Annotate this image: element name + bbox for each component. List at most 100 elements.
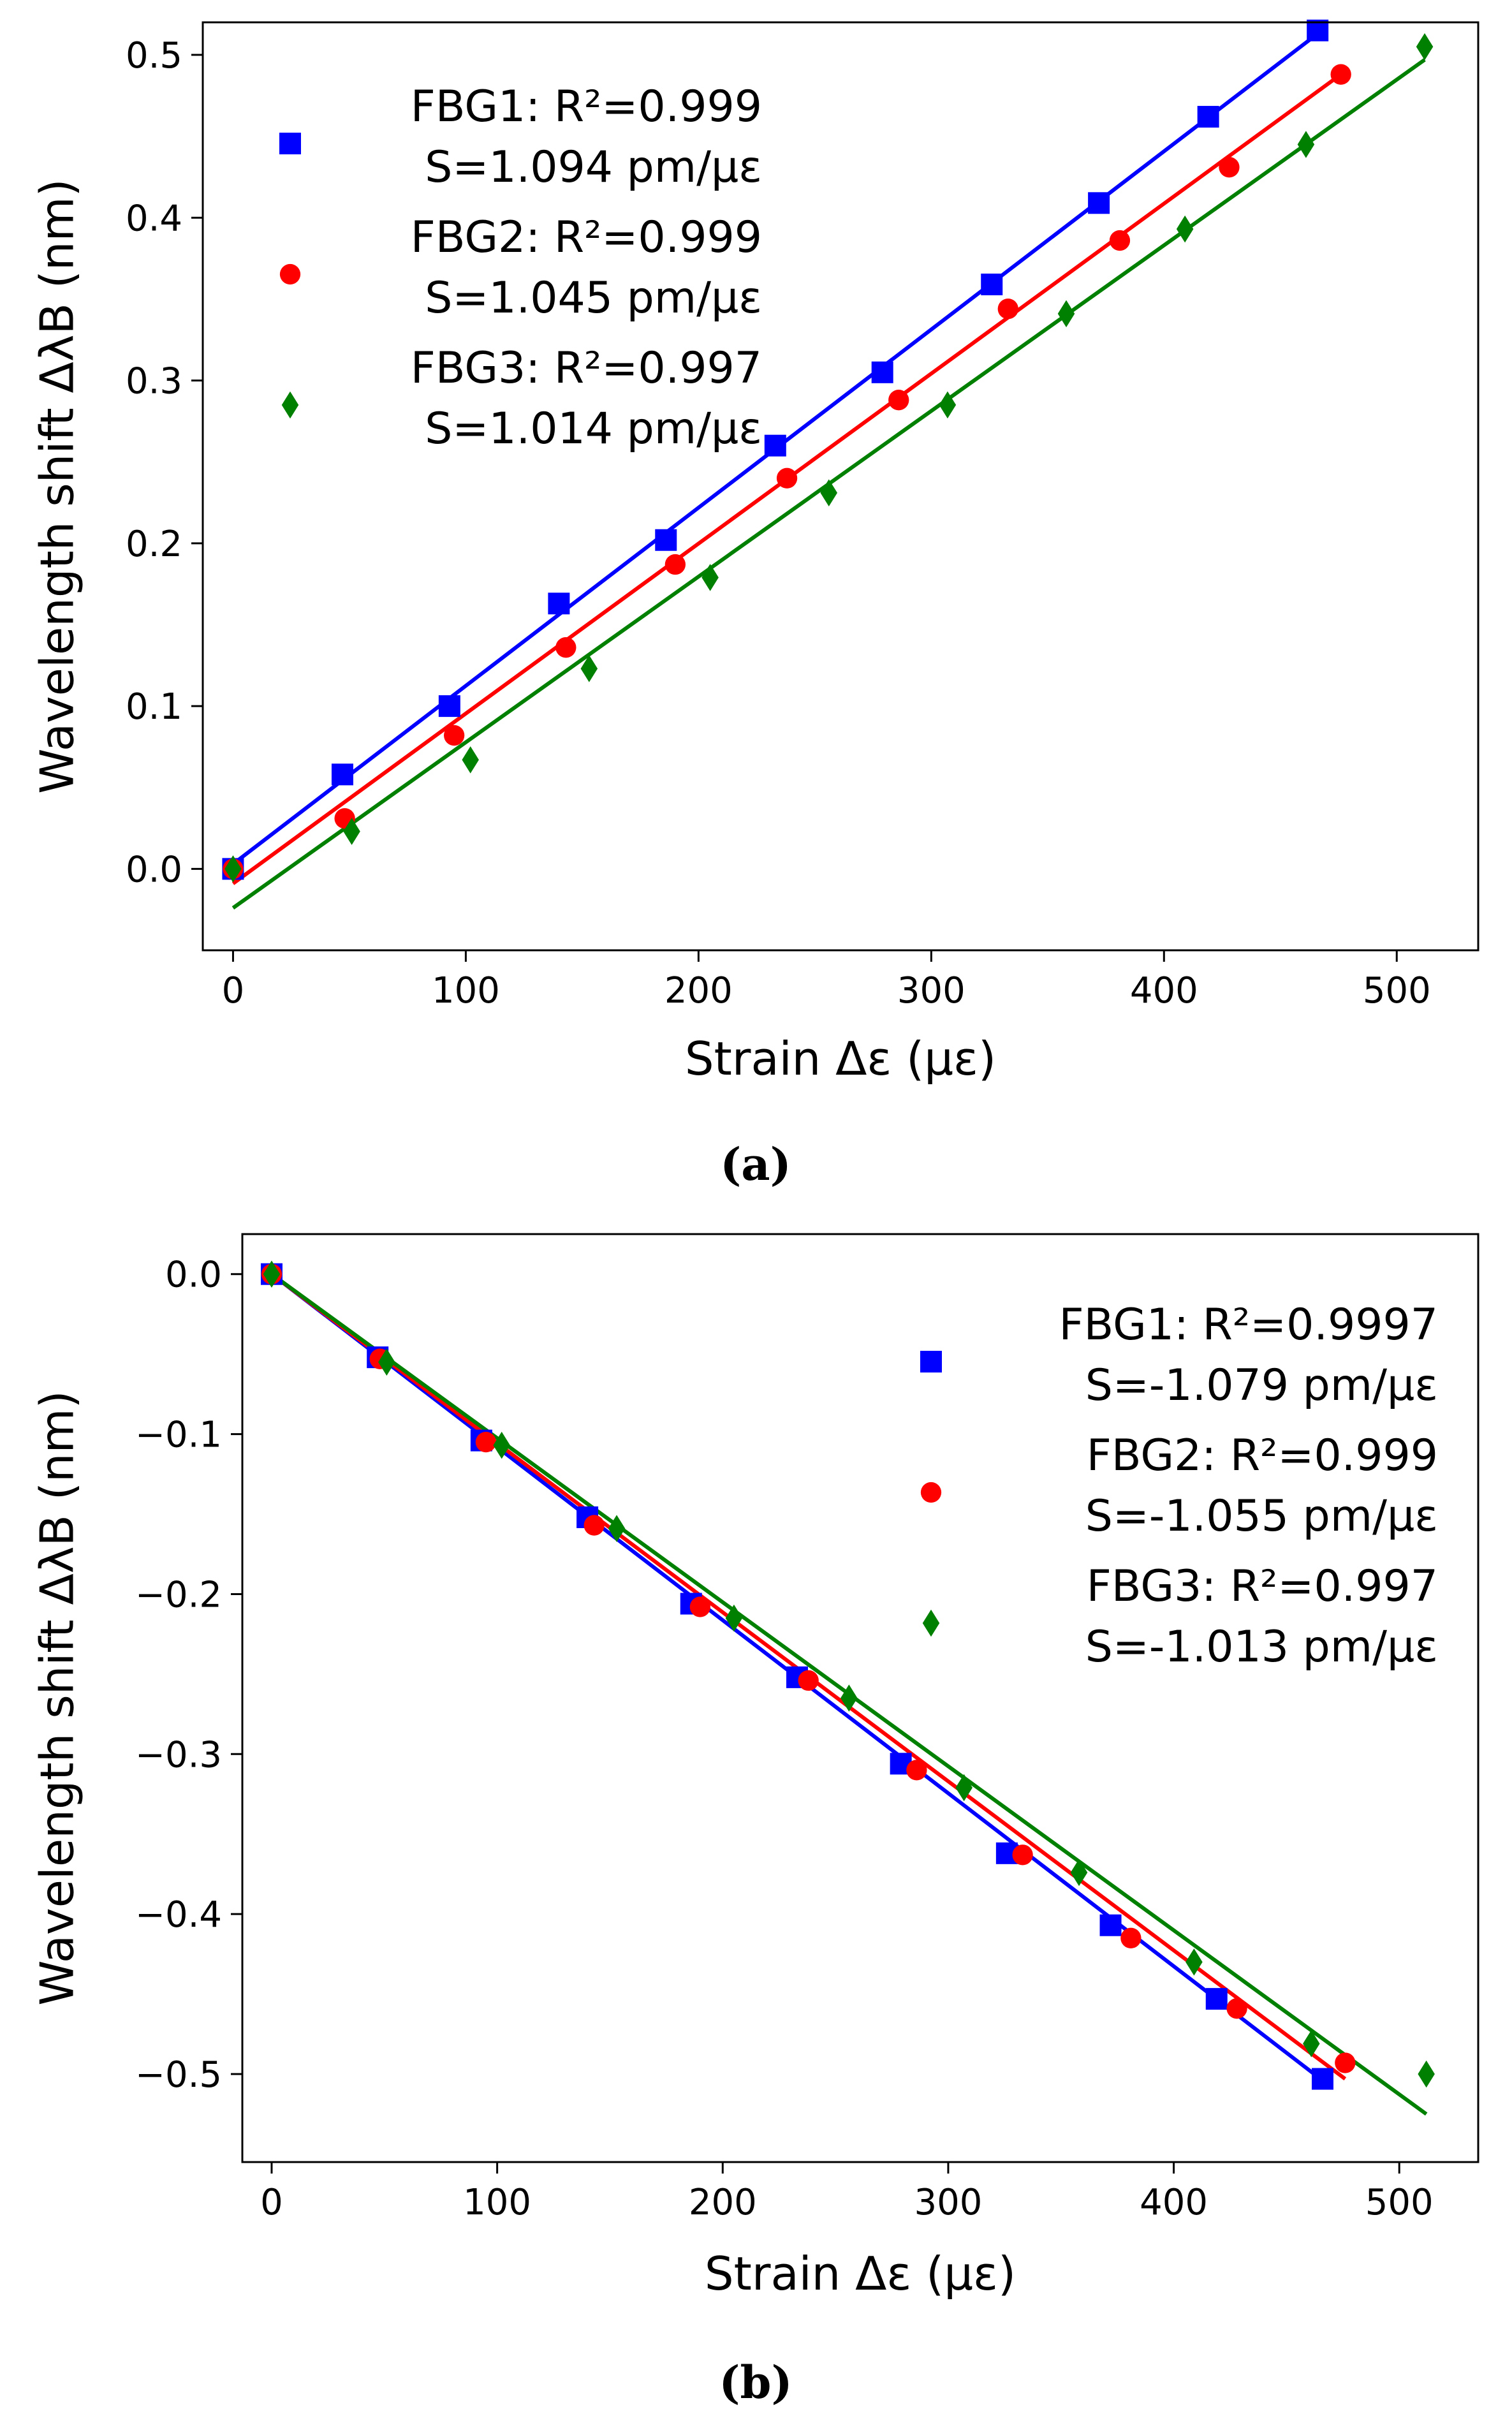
data-point-fbg2-8 [1109, 230, 1131, 251]
data-point-fbg3-0 [263, 1260, 281, 1288]
x-tick-label: 500 [1363, 970, 1431, 1012]
legend: FBG1: R²=0.999 S=1.094 pm/με FBG2: R²=0.99… [279, 82, 762, 454]
data-point-fbg2-10 [1335, 2052, 1356, 2073]
data-point-fbg3-1 [378, 1348, 395, 1376]
data-point-fbg3-2 [462, 746, 479, 774]
y-axis-title: Wavelength shift ΔλB (nm) [31, 179, 84, 793]
data-point-fbg3-6 [939, 391, 957, 419]
legend-label-fbg2: FBG2: R²=0.999 [411, 212, 762, 263]
data-point-fbg3-7 [1070, 1858, 1088, 1887]
x-tick-label: 200 [689, 2182, 757, 2223]
legend-marker-fbg3 [922, 1609, 940, 1637]
data-point-fbg2-3 [555, 637, 576, 658]
plot-frame [202, 21, 1479, 952]
x-tick-label: 300 [897, 970, 965, 1012]
legend-marker-fbg1 [920, 1351, 942, 1372]
data-point-fbg1-4 [655, 529, 677, 551]
y-axis-title: Wavelength shift ΔλB (nm) [31, 1390, 84, 2005]
data-point-fbg3-7 [1057, 300, 1075, 328]
legend-label-fbg3: FBG3: R²=0.997 [411, 343, 762, 394]
data-point-fbg1-9 [1197, 106, 1219, 128]
y-tick-label: 0.0 [126, 849, 182, 890]
data-point-fbg2-6 [906, 1760, 927, 1781]
data-point-fbg1-1 [331, 763, 353, 786]
data-point-fbg3-5 [820, 479, 838, 506]
data-point-fbg3-9 [1303, 2030, 1320, 2057]
x-tick-label: 400 [1130, 970, 1198, 1012]
y-tick-label: 0.4 [126, 198, 182, 239]
y-tick-label: 0.0 [165, 1255, 222, 1296]
data-point-fbg3-5 [840, 1684, 858, 1712]
y-tick-label: 0.3 [126, 361, 182, 402]
data-point-fbg3-10 [1416, 33, 1434, 61]
x-tick-label: 500 [1365, 2182, 1434, 2223]
legend-sensitivity-fbg2: S=-1.055 pm/με [1085, 1491, 1438, 1542]
x-tick-label: 100 [432, 970, 500, 1012]
data-point-fbg3-8 [1185, 1948, 1203, 1976]
legend-label-fbg3: FBG3: R²=0.997 [1087, 1561, 1438, 1612]
data-point-fbg3-0 [224, 855, 242, 883]
data-point-fbg1-9 [1205, 1988, 1228, 2010]
x-axis-title: Strain Δε (με) [685, 1032, 996, 1085]
legend-sensitivity-fbg3: S=1.014 pm/με [425, 404, 762, 454]
data-point-fbg3-2 [493, 1431, 510, 1459]
data-point-fbg2-4 [664, 554, 686, 575]
legend-marker-fbg2 [279, 263, 301, 285]
data-point-fbg2-9 [1226, 1998, 1247, 2019]
data-point-fbg3-6 [955, 1774, 973, 1802]
data-point-fbg2-10 [1330, 64, 1351, 85]
data-point-fbg3-4 [725, 1604, 743, 1632]
legend: FBG1: R²=0.9997 S=-1.079 pm/με FBG2: R²=0.… [920, 1300, 1438, 1672]
legend-sensitivity-fbg1: S=1.094 pm/με [425, 142, 762, 193]
plot-frame [241, 1233, 1479, 2163]
chart-panel-b: 0 100 200 300 400 500 0.0 −0.1 −0.2 −0.3 −0.4 −0.5 S… [31, 1233, 1479, 2409]
data-point-fbg2-7 [997, 298, 1018, 320]
data-point-fbg1-3 [548, 592, 570, 615]
legend-label-fbg1: FBG1: R²=0.9997 [1059, 1300, 1438, 1350]
y-tick-label: −0.4 [135, 1894, 222, 1936]
x-axis-title: Strain Δε (με) [705, 2247, 1016, 2300]
y-tick-label: −0.3 [135, 1734, 222, 1776]
data-point-fbg1-7 [981, 273, 1003, 295]
data-point-fbg3-3 [608, 1515, 626, 1542]
legend-sensitivity-fbg1: S=-1.079 pm/με [1085, 1360, 1438, 1411]
legend-sensitivity-fbg3: S=-1.013 pm/με [1085, 1622, 1438, 1672]
data-point-fbg2-5 [798, 1670, 819, 1691]
legend-label-fbg2: FBG2: R²=0.999 [1087, 1431, 1438, 1481]
data-point-fbg3-8 [1176, 215, 1194, 243]
data-point-fbg2-5 [776, 467, 798, 489]
y-tick-label: 0.5 [126, 35, 182, 77]
y-tick-label: 0.1 [126, 686, 182, 728]
data-point-fbg1-8 [1088, 192, 1110, 214]
y-tick-label: −0.1 [135, 1415, 222, 1456]
y-tick-label: −0.2 [135, 1574, 222, 1615]
data-point-fbg2-6 [888, 390, 909, 411]
legend-marker-fbg2 [920, 1482, 942, 1503]
legend-sensitivity-fbg2: S=1.045 pm/με [425, 273, 762, 323]
data-point-fbg1-6 [871, 361, 893, 383]
data-point-fbg3-9 [1297, 131, 1315, 158]
chart-panel-a: 0 100 200 300 400 500 0.0 0.1 0.2 0.3 0.4 0.5 Strain… [31, 19, 1479, 1191]
x-tick-label: 100 [463, 2182, 531, 2223]
data-point-fbg2-2 [475, 1431, 497, 1453]
panel-caption: (a) [720, 1138, 791, 1191]
panels: 0 100 200 300 400 500 0.0 0.1 0.2 0.3 0.4 0.5 Strain… [31, 19, 1479, 2409]
data-point-fbg2-2 [444, 725, 465, 746]
data-point-fbg2-7 [1012, 1844, 1033, 1865]
data-point-fbg3-1 [343, 818, 360, 845]
data-point-fbg1-5 [764, 434, 786, 457]
x-tick-label: 0 [260, 2182, 283, 2223]
x-tick-label: 0 [222, 970, 245, 1012]
data-point-fbg1-8 [1099, 1914, 1122, 1936]
data-point-fbg3-3 [580, 655, 598, 682]
legend-marker-fbg3 [281, 391, 299, 419]
data-point-fbg2-3 [584, 1515, 605, 1536]
data-point-fbg2-4 [689, 1596, 711, 1617]
panel-caption: (b) [719, 2356, 792, 2409]
data-point-fbg3-10 [1418, 2060, 1435, 2088]
x-tick-label: 400 [1140, 2182, 1208, 2223]
x-tick-label: 300 [914, 2182, 982, 2223]
data-point-fbg2-9 [1219, 157, 1240, 178]
